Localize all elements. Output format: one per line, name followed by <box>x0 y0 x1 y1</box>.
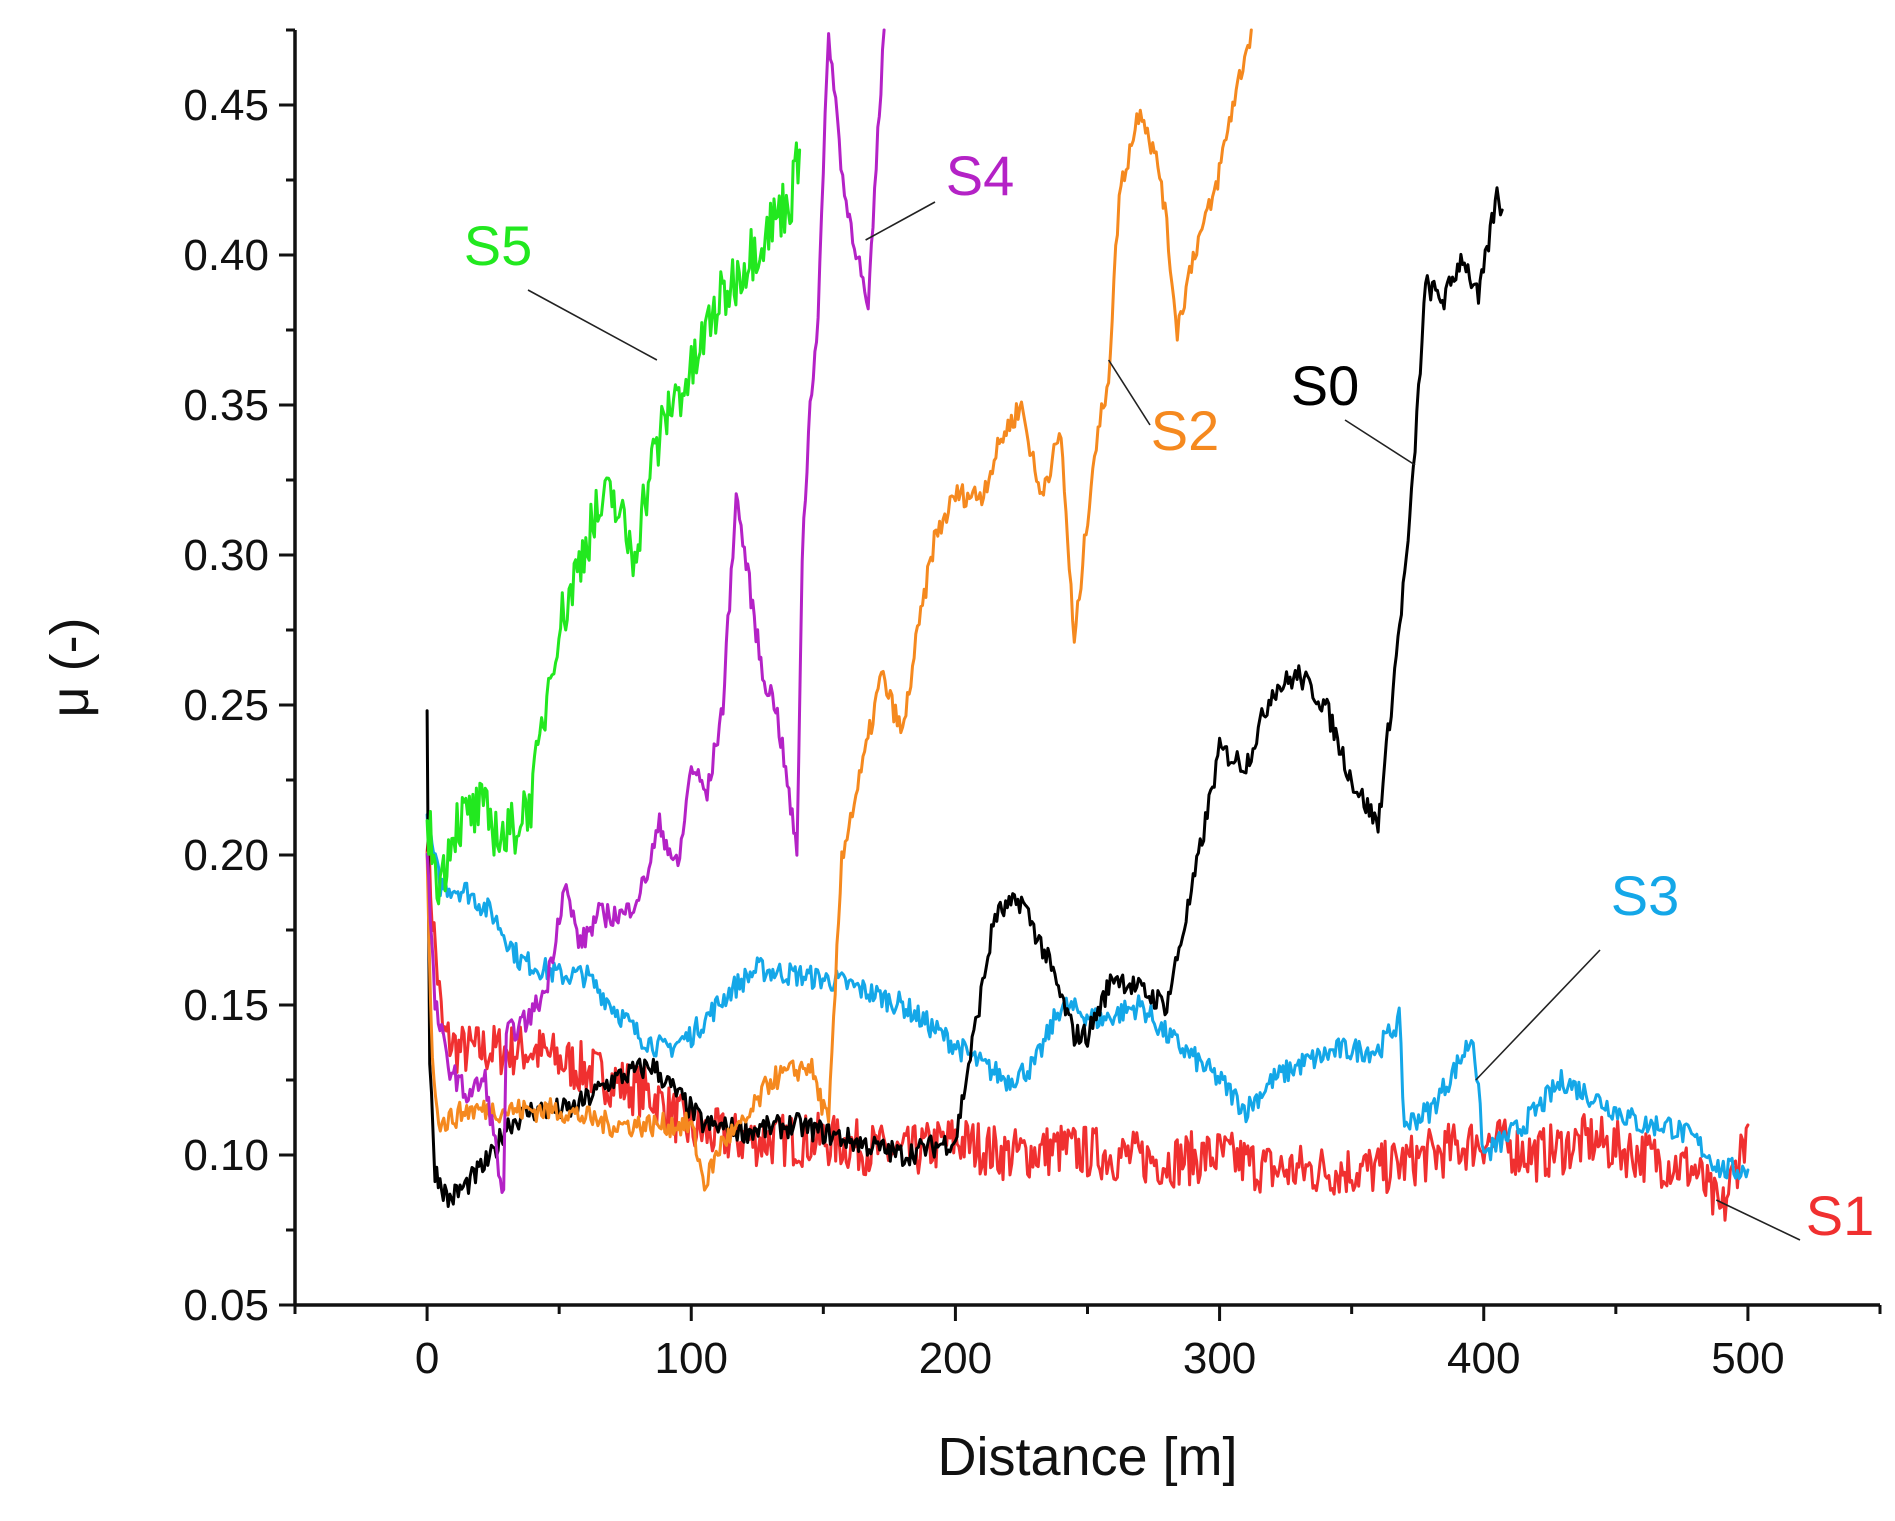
series-line-s4 <box>425 28 886 1194</box>
y-tick-label: 0.15 <box>183 981 269 1030</box>
series-label-s5: S5 <box>464 214 533 277</box>
y-tick-label: 0.35 <box>183 381 269 430</box>
y-axis-title: μ (-) <box>40 617 100 717</box>
series-label-s0: S0 <box>1291 354 1360 417</box>
series-label-s1: S1 <box>1806 1184 1875 1247</box>
series-line-s2 <box>425 28 1253 1192</box>
leader-line-s4 <box>865 201 936 241</box>
y-tick-label: 0.10 <box>183 1131 269 1180</box>
leader-line-s0 <box>1344 419 1416 466</box>
x-tick-label: 200 <box>919 1334 992 1383</box>
series-label-s4: S4 <box>946 144 1015 207</box>
y-tick-label: 0.30 <box>183 531 269 580</box>
leader-line-s3 <box>1475 949 1601 1081</box>
x-axis-title: Distance [m] <box>937 1427 1237 1487</box>
x-tick-label: 400 <box>1447 1334 1520 1383</box>
series-line-s3 <box>425 813 1750 1181</box>
leader-line-s2 <box>1107 359 1151 426</box>
series-label-s2: S2 <box>1151 399 1220 462</box>
y-tick-label: 0.20 <box>183 831 269 880</box>
labels-group: 0 100 200 300 400 500 0.05 0.10 0.15 0.20 0.25 0.30… <box>183 81 1874 1383</box>
leader-line-s5 <box>527 289 658 361</box>
y-tick-label: 0.25 <box>183 681 269 730</box>
series-line-s1 <box>425 830 1750 1222</box>
series-line-s0 <box>425 186 1504 1208</box>
y-tick-label: 0.05 <box>183 1281 269 1330</box>
leader-lines-group <box>527 201 1801 1241</box>
series-line-s5 <box>425 141 802 906</box>
x-tick-label: 500 <box>1711 1334 1784 1383</box>
y-tick-label: 0.40 <box>183 231 269 280</box>
plot-series-group <box>425 28 1750 1222</box>
x-tick-label: 0 <box>415 1334 439 1383</box>
y-tick-label: 0.45 <box>183 81 269 130</box>
ticks-group <box>279 28 1882 1321</box>
x-tick-label: 300 <box>1183 1334 1256 1383</box>
series-label-s3: S3 <box>1611 864 1680 927</box>
leader-line-s1 <box>1715 1199 1801 1241</box>
x-tick-label: 100 <box>655 1334 728 1383</box>
